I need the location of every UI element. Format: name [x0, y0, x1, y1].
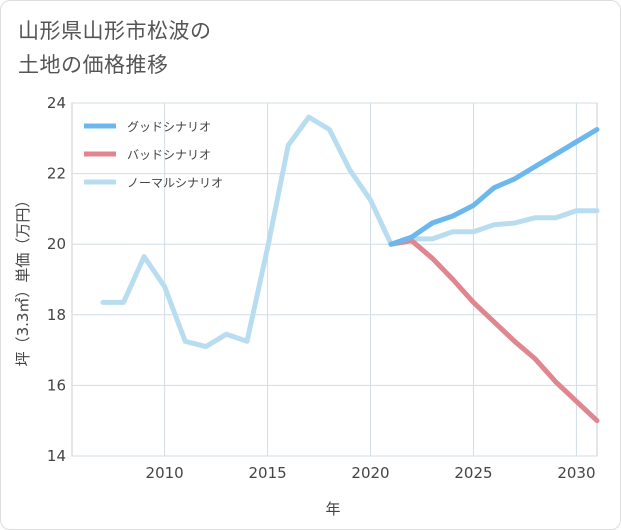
- y-tick-label: 14: [47, 447, 66, 465]
- legend-label: ノーマルシナリオ: [127, 176, 223, 190]
- x-tick-label: 2030: [557, 464, 595, 482]
- y-tick-label: 20: [47, 235, 66, 253]
- chart-title-line-2: 土地の価格推移: [18, 53, 169, 77]
- x-axis-label: 年: [325, 500, 340, 518]
- x-tick-label: 2020: [351, 464, 389, 482]
- x-tick-label: 2010: [146, 464, 184, 482]
- x-tick-label: 2025: [454, 464, 492, 482]
- chart-title-line-1: 山形県山形市松波の: [18, 19, 212, 43]
- series-line-1: [388, 127, 600, 247]
- y-tick-label: 22: [47, 165, 66, 183]
- legend-label: バッドシナリオ: [127, 148, 211, 162]
- legend-label: グッドシナリオ: [127, 120, 211, 134]
- y-tick-label: 18: [47, 306, 66, 324]
- y-axis-label: 坪（3.3㎡）単価（万円）: [14, 193, 32, 367]
- x-tick-label: 2015: [248, 464, 286, 482]
- series-line-3: [100, 114, 600, 350]
- y-tick-label: 16: [47, 376, 66, 394]
- series-lines: [100, 114, 600, 424]
- y-tick-label: 24: [47, 94, 66, 112]
- series-line-2: [388, 238, 600, 424]
- chart-title: 山形県山形市松波の 土地の価格推移: [18, 14, 212, 82]
- grid: [72, 102, 597, 457]
- tick-labels: 2010 2015 2020 2025 2030 14 16 18 20 22 24: [47, 94, 596, 482]
